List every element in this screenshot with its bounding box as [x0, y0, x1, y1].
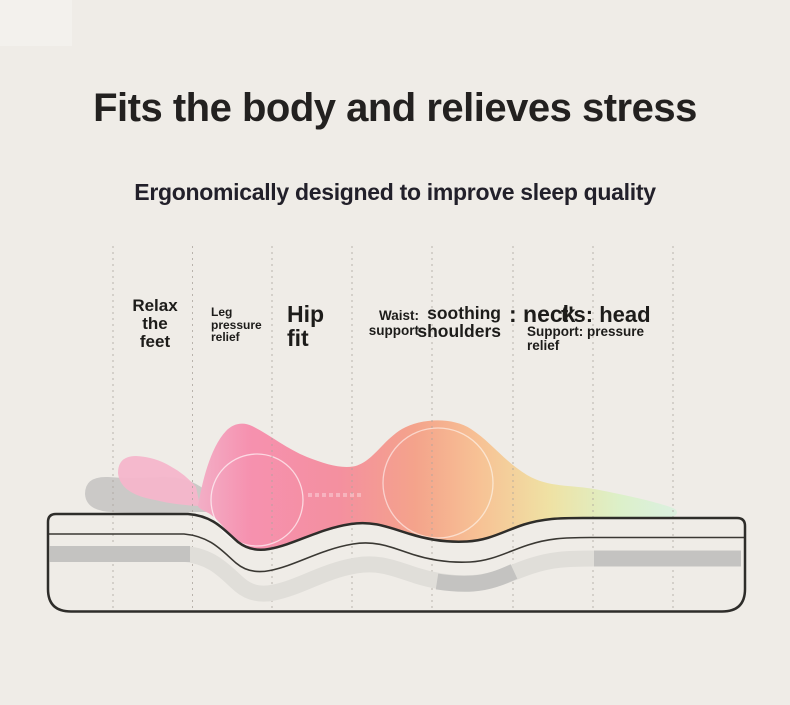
band-dark-middle: [435, 564, 518, 592]
watermark-dots: [308, 493, 361, 497]
label-neck: : neck: [509, 301, 576, 327]
label-line: Support: pressure: [527, 324, 645, 339]
label-line: pressure: [211, 317, 262, 332]
label-line: the: [142, 314, 168, 333]
label-line: Waist:: [379, 308, 419, 323]
label-leg-pressure-relief: Leg pressure relief: [211, 306, 262, 344]
label-line: relief: [527, 337, 560, 353]
body-silhouette: [198, 420, 678, 550]
label-line: support: [368, 323, 419, 338]
label-relax-feet: Relax the feet: [113, 297, 197, 351]
label-line: shoulders: [417, 321, 501, 341]
mattress-outline: [46, 512, 747, 613]
corner-light-patch: [0, 0, 72, 46]
label-waist-support: Waist: support: [343, 308, 419, 338]
page-subtitle: Ergonomically designed to improve sleep …: [134, 179, 656, 205]
mattress-support-band-light: [48, 546, 741, 602]
label-head: t's: head: [561, 302, 651, 327]
label-line: Relax: [132, 296, 178, 315]
label-hip-fit: Hip fit: [287, 302, 324, 350]
label-line: Leg: [211, 305, 233, 319]
label-soothing-shoulders: soothing shoulders: [390, 304, 501, 340]
label-line: Hip: [287, 301, 325, 327]
mattress-support-band-dark: [50, 546, 741, 592]
hip-pressure-circle: [210, 453, 304, 547]
mattress-inner-line: [48, 533, 745, 573]
torso-pressure-circle: [382, 427, 494, 539]
label-line: fit: [287, 325, 309, 351]
label-line: soothing: [427, 303, 501, 323]
page-title: Fits the body and relieves stress: [93, 86, 697, 130]
label-line: feet: [139, 332, 171, 351]
label-line: relief: [211, 330, 240, 344]
guide-lines: [112, 246, 674, 610]
back-leg-blob: [118, 456, 200, 506]
label-head-support: Support: pressure relief: [527, 325, 644, 352]
